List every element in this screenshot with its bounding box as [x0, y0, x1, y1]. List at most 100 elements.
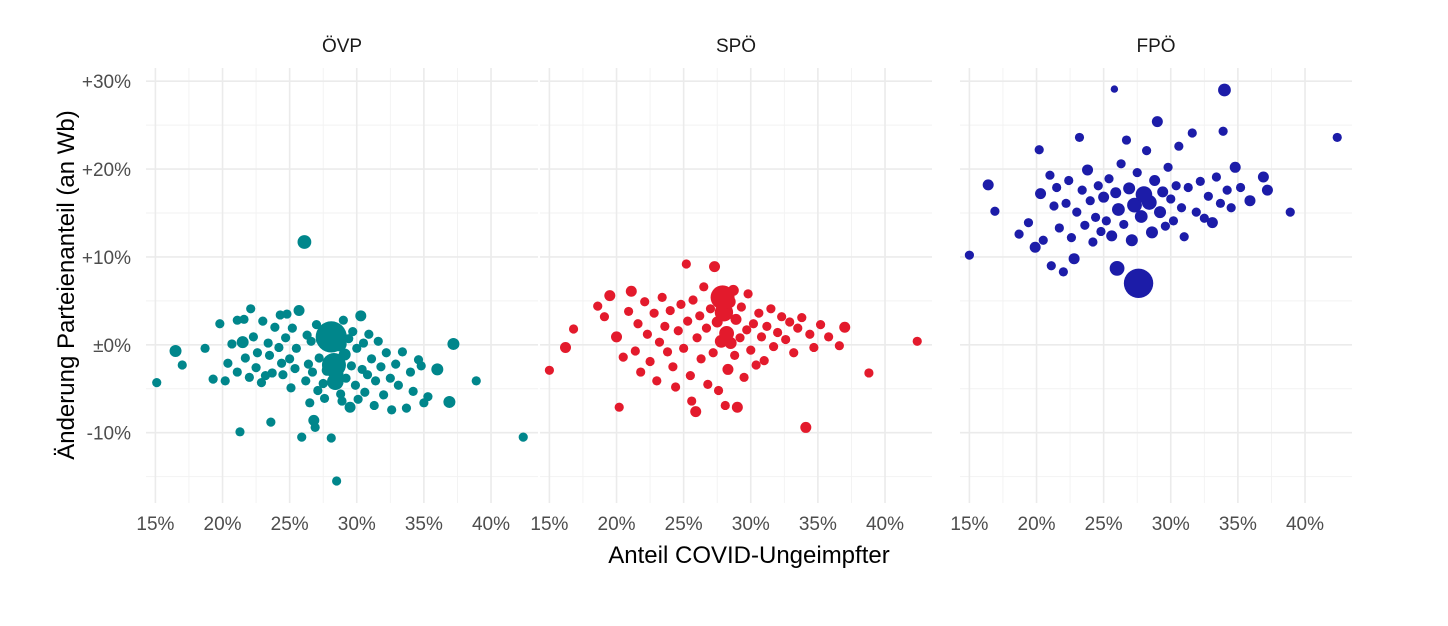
data-point: [1045, 170, 1055, 180]
data-point: [710, 285, 735, 310]
data-point: [703, 379, 713, 389]
data-point: [369, 400, 379, 411]
data-point: [742, 325, 752, 335]
data-point: [685, 370, 695, 381]
data-point: [252, 348, 263, 358]
data-point: [270, 322, 280, 332]
data-point: [1157, 186, 1169, 198]
data-point: [313, 385, 323, 396]
data-point: [256, 378, 267, 388]
data-point: [337, 396, 347, 406]
data-point: [1149, 174, 1161, 186]
data-point: [660, 321, 670, 331]
data-point: [358, 338, 369, 348]
data-point: [673, 326, 683, 336]
data-point: [800, 421, 812, 433]
data-point: [1171, 181, 1181, 191]
data-point: [766, 304, 776, 314]
data-point: [223, 358, 233, 368]
data-point: [735, 333, 745, 343]
data-point: [793, 323, 803, 333]
data-point: [401, 403, 412, 413]
data-point: [301, 376, 311, 386]
data-point: [1163, 162, 1173, 172]
data-point: [1064, 175, 1074, 186]
data-point: [759, 356, 769, 366]
data-point: [695, 311, 705, 321]
x-tick-label: 30%: [1152, 514, 1190, 535]
data-point: [614, 402, 624, 412]
data-point: [709, 261, 721, 273]
data-point: [346, 361, 356, 371]
data-point: [348, 327, 358, 337]
data-point: [1244, 195, 1256, 207]
data-point: [630, 346, 640, 356]
data-point: [593, 301, 603, 311]
data-point: [246, 304, 256, 314]
data-point: [443, 395, 456, 408]
data-point: [311, 320, 322, 330]
data-point: [281, 333, 291, 343]
data-point: [809, 342, 819, 353]
data-point: [362, 370, 373, 380]
data-point: [1029, 241, 1041, 253]
data-point: [730, 350, 740, 360]
data-point: [1176, 203, 1187, 213]
data-point: [604, 290, 616, 302]
data-point: [306, 336, 316, 346]
data-point: [274, 342, 284, 353]
data-point: [688, 295, 698, 305]
data-point: [1106, 230, 1118, 242]
data-point: [326, 373, 344, 391]
data-point: [278, 370, 288, 380]
data-point: [670, 382, 681, 392]
data-point: [1058, 267, 1068, 277]
data-point: [1052, 182, 1062, 193]
data-point: [777, 312, 787, 322]
data-point: [1211, 172, 1222, 182]
data-point: [636, 367, 646, 377]
data-point: [768, 341, 779, 352]
data-point: [824, 332, 834, 342]
data-point: [699, 282, 709, 292]
data-point: [1160, 221, 1170, 231]
data-point: [797, 312, 807, 323]
data-point: [645, 356, 655, 367]
data-point: [560, 341, 572, 353]
y-axis-title: Änderung Parteienanteil (an Wb): [53, 110, 80, 460]
data-point: [1109, 260, 1125, 276]
data-point: [232, 315, 242, 325]
data-point: [1023, 218, 1034, 228]
data-point: [1257, 171, 1269, 183]
data-point: [177, 360, 187, 370]
data-point: [344, 401, 356, 413]
data-point: [169, 344, 182, 357]
data-point: [1110, 85, 1119, 93]
data-point: [665, 305, 675, 316]
data-point: [1218, 126, 1228, 136]
data-point: [1145, 226, 1158, 239]
y-tick-label: +10%: [82, 248, 131, 269]
y-tick-label: +30%: [82, 72, 131, 93]
data-point: [208, 374, 218, 384]
data-point: [393, 380, 403, 390]
data-point: [1085, 196, 1095, 206]
data-point: [1166, 194, 1176, 204]
data-point: [1054, 223, 1064, 233]
data-point: [314, 353, 324, 363]
data-point: [964, 250, 974, 260]
x-tick-label: 25%: [271, 514, 309, 535]
data-point: [1049, 201, 1059, 211]
data-point: [200, 343, 210, 353]
data-point: [1199, 213, 1209, 223]
data-point: [1046, 261, 1056, 271]
data-point: [1235, 182, 1246, 193]
data-point: [1174, 141, 1184, 151]
data-point: [1061, 198, 1071, 208]
data-point: [355, 310, 367, 322]
x-tick-label: 40%: [472, 514, 510, 535]
data-point: [713, 385, 724, 396]
data-point: [282, 309, 292, 319]
x-tick-label: 15%: [136, 514, 174, 535]
data-point: [220, 376, 230, 386]
